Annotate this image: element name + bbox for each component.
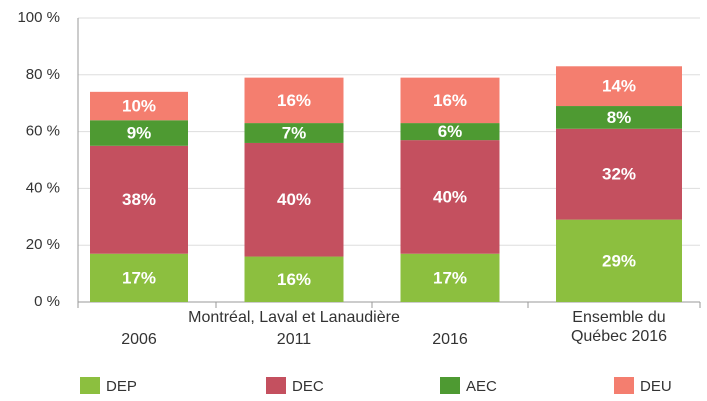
bar-segment bbox=[244, 77, 344, 124]
bar-segment bbox=[90, 145, 188, 254]
legend-label: AEC bbox=[466, 378, 497, 395]
legend-swatch bbox=[80, 377, 100, 394]
data-label: 8% bbox=[607, 108, 632, 127]
y-tick-label: 80 % bbox=[26, 66, 60, 83]
data-label: 6% bbox=[438, 122, 463, 141]
bar-segment bbox=[400, 77, 500, 124]
data-label: 16% bbox=[277, 270, 311, 289]
data-label: 16% bbox=[277, 91, 311, 110]
bar-segment bbox=[400, 123, 500, 141]
y-tick-label: 40 % bbox=[26, 179, 60, 196]
x-tick-label: 2011 bbox=[276, 331, 312, 348]
data-label: 29% bbox=[602, 251, 636, 270]
bar-segment bbox=[90, 253, 188, 302]
legend-label: DEU bbox=[640, 378, 672, 395]
legend-swatch bbox=[266, 377, 286, 394]
bar-segment bbox=[556, 219, 682, 302]
data-label: 40% bbox=[433, 187, 467, 206]
data-label: 38% bbox=[122, 190, 156, 209]
data-label: 10% bbox=[122, 97, 156, 116]
bar-segment bbox=[244, 123, 344, 143]
data-label: 7% bbox=[282, 124, 307, 143]
data-label: 9% bbox=[127, 124, 152, 143]
legend-label: DEC bbox=[292, 378, 324, 395]
x-tick-label: 2006 bbox=[121, 331, 157, 348]
bar-segment bbox=[244, 142, 344, 257]
y-tick-label: 0 % bbox=[34, 293, 60, 310]
legend-swatch bbox=[440, 377, 460, 394]
x-tick-label: 2016 bbox=[432, 331, 468, 348]
legend-label: DEP bbox=[106, 378, 137, 395]
bar-segment bbox=[90, 120, 188, 146]
data-label: 40% bbox=[277, 190, 311, 209]
data-label: 32% bbox=[602, 165, 636, 184]
y-tick-label: 100 % bbox=[17, 9, 60, 26]
y-tick-label: 20 % bbox=[26, 236, 60, 253]
data-label: 16% bbox=[433, 91, 467, 110]
data-label: 17% bbox=[122, 268, 156, 287]
bar-segment bbox=[90, 91, 188, 121]
bar-segment bbox=[556, 66, 682, 107]
bar-segment bbox=[400, 253, 500, 302]
y-tick-label: 60 % bbox=[26, 123, 60, 140]
data-label: 17% bbox=[433, 268, 467, 287]
bar-segment bbox=[244, 256, 344, 302]
bar-segment bbox=[400, 140, 500, 254]
data-label: 14% bbox=[602, 77, 636, 96]
legend-swatch bbox=[614, 377, 634, 394]
bar-segment bbox=[556, 128, 682, 220]
x-tick-label: Ensemble du Québec 2016 bbox=[570, 309, 668, 345]
group-label: Montréal, Laval et Lanaudière bbox=[188, 309, 400, 326]
bar-segment bbox=[556, 106, 682, 129]
